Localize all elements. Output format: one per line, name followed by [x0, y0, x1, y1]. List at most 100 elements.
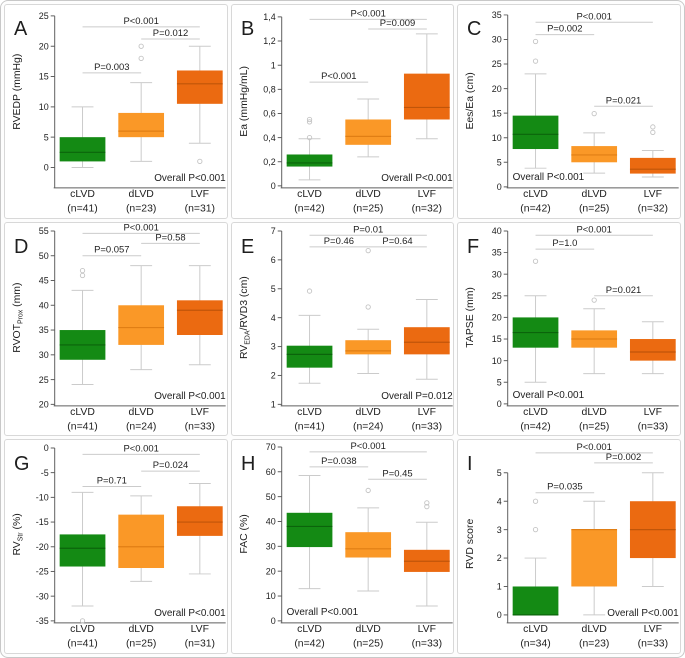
panel-letter: A	[14, 18, 28, 40]
y-tick-label: 10	[265, 592, 275, 602]
box-dLVD	[571, 529, 618, 587]
group-n-label: (n=42)	[521, 204, 551, 215]
box-cLVD	[59, 137, 106, 162]
box-dLVD	[344, 339, 391, 355]
comparison-label: P=0.71	[97, 476, 127, 487]
group-label: LVF	[644, 189, 662, 200]
outlier-point	[138, 55, 144, 61]
y-tick-label: 25	[492, 291, 502, 301]
group-n-label: (n=25)	[126, 639, 156, 650]
outlier-point	[591, 297, 598, 303]
box-LVF	[176, 70, 223, 104]
outlier-point	[306, 134, 312, 141]
group-label: dLVD	[582, 189, 608, 200]
y-tick-label: 35	[492, 10, 502, 20]
y-tick-label: 20	[39, 399, 49, 409]
group-n-label: (n=41)	[67, 421, 97, 432]
comparison-label: P=0.01	[353, 224, 383, 235]
y-tick-label: 0	[497, 610, 502, 620]
outlier-point	[533, 258, 539, 264]
comparison-label: P=0.002	[547, 24, 582, 35]
group-n-label: (n=31)	[185, 639, 215, 650]
outlier-point	[138, 43, 144, 49]
y-tick-label: 35	[39, 325, 49, 335]
y-tick-label: 10	[39, 102, 49, 112]
group-n-label: (n=23)	[126, 204, 156, 215]
panel-letter: E	[241, 235, 254, 257]
group-label: dLVD	[582, 406, 608, 417]
y-tick-label: 55	[39, 226, 49, 236]
y-tick-label: 30	[492, 35, 502, 45]
comparison-label: P<0.001	[577, 442, 612, 453]
comparison-label: P=0.58	[155, 232, 185, 243]
group-label: dLVD	[355, 406, 381, 417]
boxplot-E: E RVEDA/RVD3 (cm) 1 2 3 4 5 6 7 P=0.46P=0.01P=0.6…	[239, 224, 453, 432]
boxplot-F: F TAPSE (mm) 0 5 10 15 20 25 30 35 40 P=1.0 P<0.001 P…	[465, 224, 680, 432]
y-tick-label: -30	[36, 592, 49, 602]
y-tick-label: 2	[270, 370, 275, 380]
group-n-label: (n=25)	[353, 639, 383, 650]
y-tick-label: 50	[265, 492, 275, 502]
comparison-label: P<0.001	[350, 8, 385, 19]
comparison-label: P=0.64	[382, 236, 412, 247]
outlier-point	[533, 38, 539, 45]
y-tick-label: 4	[270, 312, 275, 322]
comparison-label: P=0.012	[153, 28, 188, 39]
y-tick-label: 0	[497, 182, 502, 192]
y-tick-label: 15	[492, 334, 502, 344]
outlier-point	[306, 119, 312, 125]
panel-G: G RVStr (%) 0 -5 -10 -15 -20 -25 -30 -35 P=0.71 P<0…	[4, 439, 228, 654]
box-dLVD	[118, 514, 165, 569]
group-label: LVF	[417, 624, 435, 635]
panel-A: A RVEDP (mmHg) 0 5 10 15 20 25 P=0.003 P<0.001 P=0…	[4, 4, 228, 219]
group-n-label: (n=33)	[411, 421, 441, 432]
box-cLVD	[286, 154, 333, 167]
overall-p-label: Overall P<0.001	[381, 173, 453, 184]
y-tick-label: 20	[39, 41, 49, 51]
y-axis-title: RVStr (%)	[12, 514, 24, 556]
y-tick-label: -35	[36, 616, 49, 626]
comparison-label: P=0.46	[323, 236, 353, 247]
comparison-label: P<0.001	[321, 71, 356, 82]
y-tick-label: 0	[270, 616, 275, 626]
outlier-point	[533, 527, 539, 533]
y-tick-label: 25	[39, 374, 49, 384]
outlier-point	[650, 129, 656, 135]
overall-p-label: Overall P<0.001	[286, 607, 358, 618]
group-n-label: (n=34)	[521, 639, 551, 650]
y-tick-label: 0,2	[263, 157, 275, 167]
group-label: cLVD	[297, 189, 322, 200]
y-tick-label: -5	[41, 468, 49, 478]
overall-p-label: Overall P<0.001	[154, 608, 226, 619]
box-dLVD	[118, 112, 165, 138]
y-axis-title: RVD score	[465, 519, 476, 569]
box-LVF	[630, 157, 677, 174]
outlier-point	[533, 498, 539, 505]
comparison-label: P<0.001	[350, 441, 385, 452]
panel-letter: B	[241, 18, 254, 40]
group-label: cLVD	[70, 189, 95, 200]
y-tick-label: 5	[44, 132, 49, 142]
y-tick-label: 7	[270, 226, 275, 236]
group-label: dLVD	[129, 189, 155, 200]
overall-p-label: Overall P<0.001	[608, 608, 680, 619]
group-label: LVF	[191, 406, 209, 417]
y-tick-label: 1,4	[263, 12, 275, 22]
panel-letter: G	[14, 453, 29, 475]
y-tick-label: 20	[265, 567, 275, 577]
y-tick-label: 5	[270, 284, 275, 294]
y-tick-label: 10	[492, 355, 502, 365]
group-label: dLVD	[355, 624, 381, 635]
group-n-label: (n=33)	[411, 639, 441, 650]
y-tick-label: 40	[265, 517, 275, 527]
panel-C: C Ees/Ea (cm) 0 5 10 15 20 25 30 35 P=0.002 P<0.001…	[457, 4, 681, 219]
y-tick-label: 30	[265, 542, 275, 552]
panel-letter: C	[467, 18, 481, 40]
y-axis-title: FAC (%)	[239, 515, 250, 554]
comparison-label: P=0.009	[379, 18, 414, 29]
y-tick-label: 10	[492, 133, 502, 143]
panel-letter: D	[14, 235, 28, 257]
group-label: dLVD	[129, 406, 155, 417]
